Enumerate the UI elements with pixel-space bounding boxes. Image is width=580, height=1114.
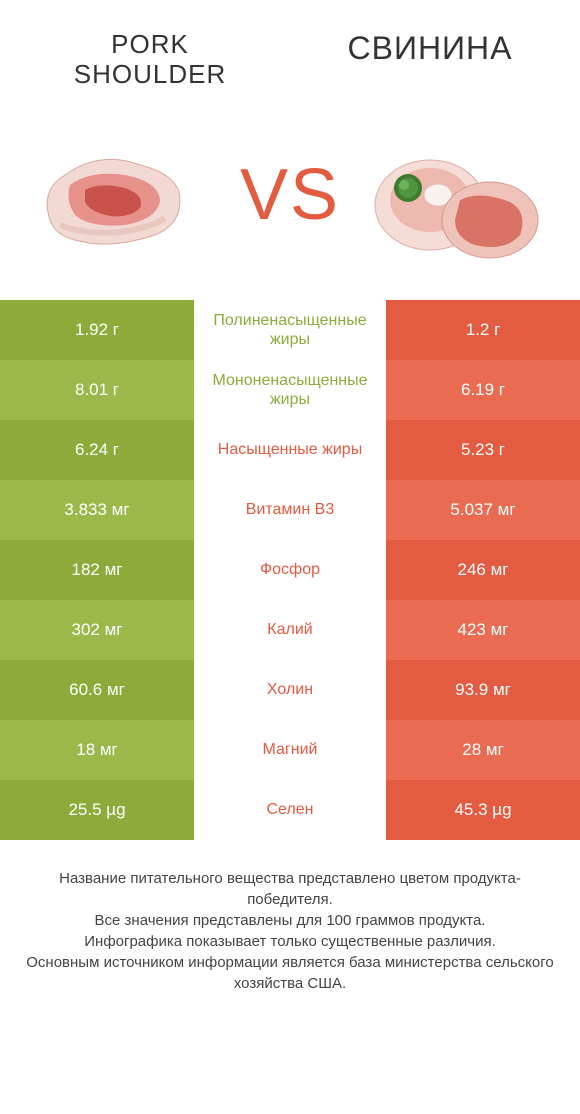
cell-left-value: 302 мг: [0, 600, 194, 660]
table-row: 8.01 гМононенасыщенные жиры6.19 г: [0, 360, 580, 420]
title-right: Свинина: [320, 30, 540, 67]
title-left-line1: Porkshoulder: [74, 30, 226, 90]
cell-left-value: 1.92 г: [0, 300, 194, 360]
cell-nutrient-label: Мононенасыщенные жиры: [194, 360, 386, 420]
cell-right-value: 6.19 г: [386, 360, 580, 420]
cell-nutrient-label: Фосфор: [194, 540, 386, 600]
cell-right-value: 28 мг: [386, 720, 580, 780]
cell-nutrient-label: Насыщенные жиры: [194, 420, 386, 480]
cell-left-value: 8.01 г: [0, 360, 194, 420]
cell-left-value: 60.6 мг: [0, 660, 194, 720]
table-row: 302 мгКалий423 мг: [0, 600, 580, 660]
cell-nutrient-label: Селен: [194, 780, 386, 840]
cell-nutrient-label: Магний: [194, 720, 386, 780]
cell-nutrient-label: Витамин B3: [194, 480, 386, 540]
table-row: 1.92 гПолиненасыщенные жиры1.2 г: [0, 300, 580, 360]
meat-right-icon: [360, 140, 550, 275]
footer-line: Основным источником информации является …: [20, 952, 560, 994]
header: Porkshoulder Свинина: [0, 0, 580, 90]
cell-left-value: 182 мг: [0, 540, 194, 600]
cell-right-value: 45.3 µg: [386, 780, 580, 840]
hero: VS: [0, 90, 580, 300]
title-left: Porkshoulder: [40, 30, 260, 90]
title-right-text: Свинина: [347, 30, 512, 67]
cell-left-value: 25.5 µg: [0, 780, 194, 840]
cell-left-value: 3.833 мг: [0, 480, 194, 540]
meat-left-icon: [30, 140, 200, 265]
cell-nutrient-label: Калий: [194, 600, 386, 660]
footer-line: Все значения представлены для 100 граммо…: [20, 910, 560, 931]
footer-line: Название питательного вещества представл…: [20, 868, 560, 910]
cell-right-value: 93.9 мг: [386, 660, 580, 720]
cell-right-value: 423 мг: [386, 600, 580, 660]
cell-right-value: 1.2 г: [386, 300, 580, 360]
cell-right-value: 246 мг: [386, 540, 580, 600]
cell-left-value: 18 мг: [0, 720, 194, 780]
page: Porkshoulder Свинина VS: [0, 0, 580, 1114]
comparison-table: 1.92 гПолиненасыщенные жиры1.2 г8.01 гМо…: [0, 300, 580, 840]
vs-label: VS: [240, 154, 340, 236]
table-row: 25.5 µgСелен45.3 µg: [0, 780, 580, 840]
footer-notes: Название питательного вещества представл…: [0, 840, 580, 994]
table-row: 3.833 мгВитамин B35.037 мг: [0, 480, 580, 540]
table-row: 60.6 мгХолин93.9 мг: [0, 660, 580, 720]
cell-left-value: 6.24 г: [0, 420, 194, 480]
cell-nutrient-label: Холин: [194, 660, 386, 720]
table-row: 182 мгФосфор246 мг: [0, 540, 580, 600]
cell-nutrient-label: Полиненасыщенные жиры: [194, 300, 386, 360]
footer-line: Инфографика показывает только существенн…: [20, 931, 560, 952]
table-row: 18 мгМагний28 мг: [0, 720, 580, 780]
cell-right-value: 5.23 г: [386, 420, 580, 480]
cell-right-value: 5.037 мг: [386, 480, 580, 540]
table-row: 6.24 гНасыщенные жиры5.23 г: [0, 420, 580, 480]
